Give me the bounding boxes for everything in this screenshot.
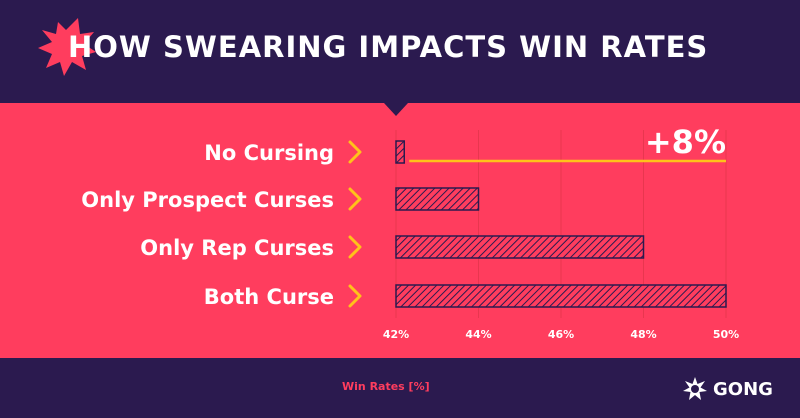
bar: [395, 235, 645, 259]
chevron-right-icon: [348, 235, 362, 259]
bar: [395, 187, 480, 211]
panel-notch: [384, 103, 408, 116]
category-label: Only Rep Curses: [140, 236, 334, 260]
gong-logo: GONG: [682, 375, 773, 403]
category-label: Only Prospect Curses: [81, 188, 334, 212]
x-axis-label: Win Rates [%]: [342, 380, 430, 393]
chevron-right-icon: [348, 284, 362, 308]
difference-annotation: +8%: [645, 123, 726, 161]
chart-title: HOW SWEARING IMPACTS WIN RATES: [68, 30, 709, 64]
x-tick-label: 50%: [713, 328, 739, 341]
logo-text: GONG: [713, 378, 773, 400]
x-tick-label: 42%: [383, 328, 409, 341]
chevron-right-icon: [348, 140, 362, 164]
starburst-decoration: [38, 18, 96, 76]
x-tick-label: 48%: [630, 328, 656, 341]
x-tick-label: 46%: [548, 328, 574, 341]
gong-burst-icon: [683, 377, 707, 400]
category-label: No Cursing: [204, 141, 334, 165]
chevron-right-icon: [348, 187, 362, 211]
bar: [395, 140, 405, 164]
category-label: Both Curse: [204, 285, 334, 309]
bar: [395, 284, 727, 308]
x-tick-label: 44%: [465, 328, 491, 341]
